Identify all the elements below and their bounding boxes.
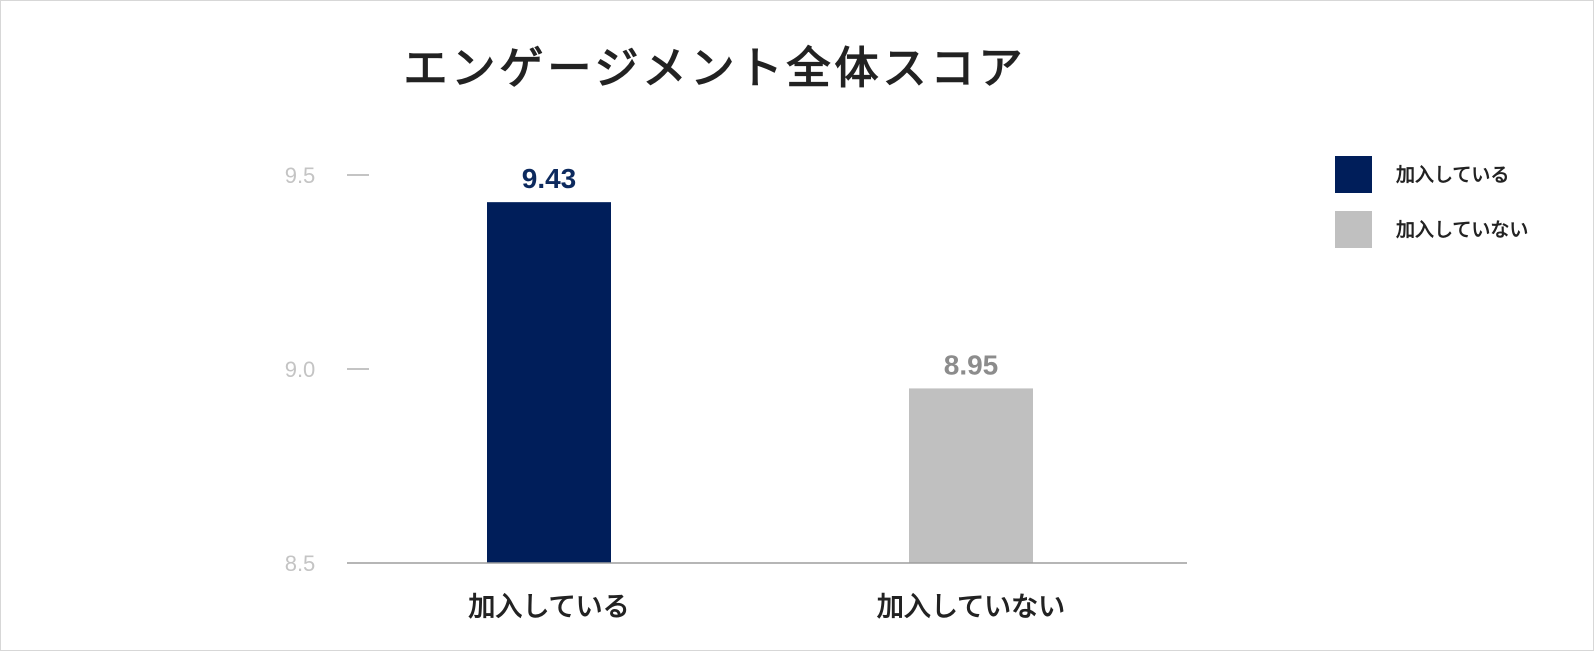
bars: 9.43 加入している 8.95 加入していない xyxy=(468,163,1065,623)
bar-value-label: 8.95 xyxy=(944,349,999,380)
y-tick-label: 9.0 xyxy=(285,357,316,382)
legend-label: 加入していない xyxy=(1395,219,1528,241)
bar-2 xyxy=(909,388,1033,563)
legend-label: 加入している xyxy=(1395,164,1509,186)
legend-swatch xyxy=(1335,156,1372,193)
legend-swatch xyxy=(1335,211,1372,248)
bar-1 xyxy=(487,202,611,563)
chart-title: エンゲージメント全体スコア xyxy=(403,43,1026,94)
y-axis: 9.5 9.0 8.5 xyxy=(285,163,369,576)
category-label: 加入している xyxy=(468,592,629,623)
y-tick-label: 9.5 xyxy=(285,163,316,188)
bar-value-label: 9.43 xyxy=(522,163,577,194)
y-tick-label: 8.5 xyxy=(285,551,316,576)
category-label: 加入していない xyxy=(877,592,1065,623)
